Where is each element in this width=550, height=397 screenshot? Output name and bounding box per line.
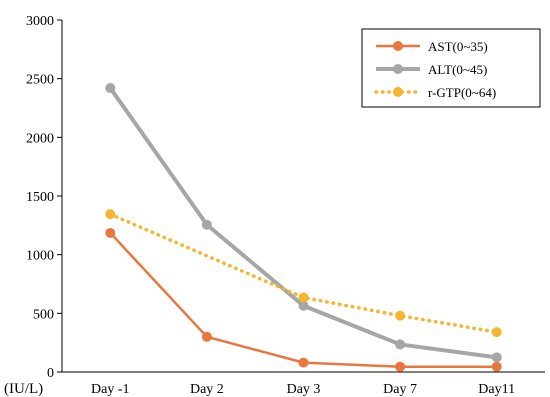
x-tick-label: Day11 (478, 382, 515, 397)
legend-swatch-marker (393, 87, 403, 97)
data-point (105, 227, 116, 238)
data-point (298, 292, 309, 303)
legend-item: AST(0~35) (376, 39, 488, 54)
series-r-gtp-0-64 (105, 209, 502, 338)
data-point (201, 219, 212, 230)
data-point (298, 300, 309, 311)
series-line (108, 212, 499, 334)
y-unit-label: (IU/L) (4, 381, 43, 397)
x-tick-label: Day -1 (91, 382, 130, 397)
legend-label: AST(0~35) (428, 39, 488, 54)
y-tick-label: 1000 (26, 249, 54, 264)
data-point (395, 310, 406, 321)
y-tick-label: 1500 (26, 190, 54, 205)
legend-swatch-marker (393, 41, 403, 51)
series-alt-0-45 (105, 83, 502, 363)
series-layer (105, 83, 502, 372)
data-point (105, 209, 116, 220)
legend-item: r-GTP(0~64) (374, 85, 496, 100)
x-ticks: Day -1 Day 2 Day 3 Day 7 Day11 (91, 382, 515, 397)
y-ticks: 0 500 1000 1500 2000 2500 3000 (26, 14, 62, 381)
y-tick-label: 2000 (26, 131, 54, 146)
legend: AST(0~35) ALT(0~45) r-GTP(0~64) (361, 28, 541, 108)
y-tick-label: 2500 (26, 73, 54, 88)
y-tick-label: 3000 (26, 14, 54, 29)
x-tick-label: Day 3 (287, 382, 321, 397)
data-point (395, 361, 406, 372)
data-point (491, 361, 502, 372)
data-point (201, 331, 212, 342)
data-point (298, 357, 309, 368)
x-tick-label: Day 7 (383, 382, 417, 397)
legend-label: ALT(0~45) (428, 62, 487, 77)
legend-item: ALT(0~45) (376, 62, 487, 77)
legend-items: AST(0~35) ALT(0~45) r-GTP(0~64) (374, 39, 496, 100)
data-point (491, 327, 502, 338)
data-point (395, 339, 406, 350)
legend-swatch-marker (393, 64, 403, 74)
legend-label: r-GTP(0~64) (428, 85, 496, 100)
x-tick-label: Day 2 (190, 382, 224, 397)
y-tick-label: 500 (33, 307, 54, 322)
y-tick-label: 0 (47, 366, 54, 381)
series-ast-0-35 (105, 227, 502, 372)
series-line (108, 86, 497, 360)
data-point (105, 83, 116, 94)
data-point (491, 352, 502, 363)
